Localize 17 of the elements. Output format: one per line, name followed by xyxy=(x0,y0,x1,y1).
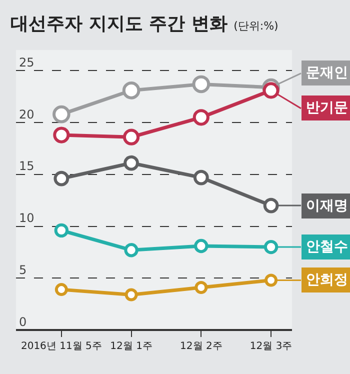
y-tick-label: 25 xyxy=(19,56,34,70)
chart-subtitle: (단위:%) xyxy=(234,19,278,32)
x-tick-label: 2016년 11월 5주 xyxy=(20,341,102,352)
x-tick-label: 12월 1주 xyxy=(110,341,152,352)
x-tick-label: 12월 2주 xyxy=(180,341,222,352)
y-tick-label: 20 xyxy=(19,107,34,122)
y-tick-label: 0 xyxy=(19,314,27,329)
legend-label: 반기문 xyxy=(306,100,348,116)
chart-title: 대선주자 지지도 주간 변화 xyxy=(10,13,228,34)
legend-label: 안희정 xyxy=(306,272,348,288)
y-tick-label: 15 xyxy=(19,159,34,174)
x-tick-label: 12월 3주 xyxy=(250,341,292,352)
legend-label: 이재명 xyxy=(306,198,348,214)
legend-label: 문재인 xyxy=(306,65,348,81)
y-tick-label: 10 xyxy=(19,211,34,226)
legend-label: 안철수 xyxy=(306,239,348,255)
y-tick-label: 5 xyxy=(19,262,27,277)
